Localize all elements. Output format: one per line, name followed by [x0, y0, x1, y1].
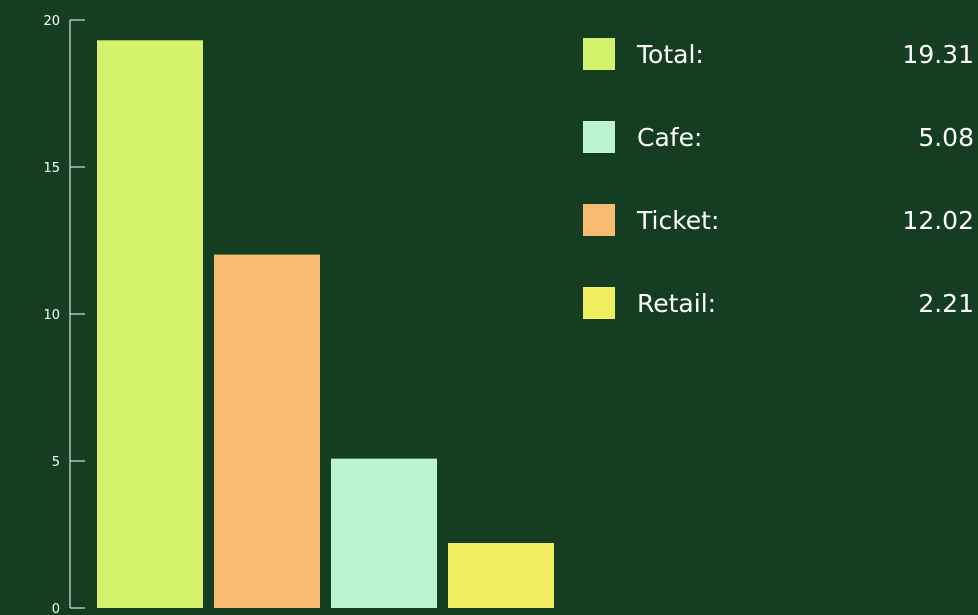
- bar-total[interactable]: [97, 40, 203, 608]
- y-tick-label: 15: [43, 161, 60, 176]
- legend-label: Cafe:: [637, 123, 702, 152]
- legend-swatch: [583, 38, 615, 70]
- bar-cafe[interactable]: [331, 458, 437, 608]
- legend-item-total: Total: 19.31: [583, 38, 974, 70]
- legend-swatch: [583, 121, 615, 153]
- legend-value: 19.31: [902, 40, 974, 69]
- legend-swatch: [583, 287, 615, 319]
- y-tick-label: 10: [43, 308, 60, 323]
- legend-label: Ticket:: [636, 206, 719, 235]
- legend-item-ticket: Ticket: 12.02: [583, 204, 974, 236]
- legend-item-cafe: Cafe: 5.08: [583, 121, 974, 153]
- y-tick-label: 20: [43, 14, 60, 29]
- bar-ticket[interactable]: [214, 254, 320, 608]
- legend: Total: 19.31 Cafe: 5.08 Ticket: 12.02 Retail: 2…: [583, 38, 974, 319]
- y-axis: 0 5 10 15 20: [43, 14, 85, 615]
- bar-retail[interactable]: [448, 543, 554, 608]
- legend-value: 2.21: [918, 289, 974, 318]
- legend-label: Total:: [636, 40, 704, 69]
- bars: [97, 40, 554, 608]
- y-tick-label: 0: [52, 602, 60, 615]
- legend-value: 12.02: [902, 206, 974, 235]
- legend-label: Retail:: [637, 289, 716, 318]
- legend-item-retail: Retail: 2.21: [583, 287, 974, 319]
- legend-swatch: [583, 204, 615, 236]
- y-tick-label: 5: [52, 455, 60, 470]
- legend-value: 5.08: [918, 123, 974, 152]
